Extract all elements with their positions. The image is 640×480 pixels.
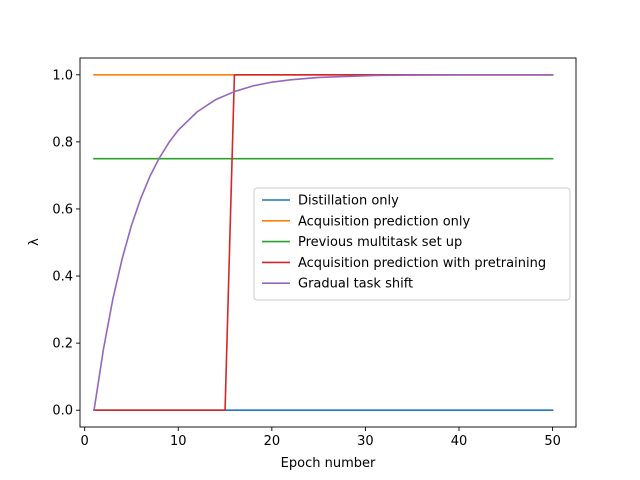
legend-label: Distillation only (298, 194, 399, 209)
axes-layer: 0 10 20 30 40 50 0.0 0.2 0.4 0.6 0.8 1.0 (52, 57, 577, 449)
series-line-5 (93, 73, 554, 412)
y-tick-label: 0.8 (52, 135, 73, 150)
x-tick-label: 20 (264, 434, 281, 449)
legend-label: Acquisition prediction with pretraining (298, 256, 546, 271)
legend-label: Acquisition prediction only (298, 214, 470, 229)
x-tick-label: 0 (81, 434, 89, 449)
x-tick-label: 10 (170, 434, 187, 449)
x-tick-label: 50 (544, 434, 561, 449)
series-layer (93, 73, 554, 412)
y-axis-label: λ (27, 238, 42, 246)
y-tick-label: 0.4 (52, 270, 73, 285)
legend-label: Gradual task shift (298, 277, 413, 292)
y-tick-label: 1.0 (52, 68, 73, 83)
legend-box (253, 187, 571, 301)
legend-label: Previous multitask set up (298, 235, 462, 250)
y-tick-label: 0.0 (52, 404, 73, 419)
y-tick-label: 0.6 (52, 202, 73, 217)
axes-frame (79, 57, 577, 428)
x-tick-label: 40 (451, 434, 468, 449)
x-tick-label: 30 (357, 434, 374, 449)
y-tick-label: 0.2 (52, 337, 73, 352)
legend: Distillation only Acquisition prediction … (253, 187, 571, 301)
x-axis-label: Epoch number (281, 456, 376, 471)
